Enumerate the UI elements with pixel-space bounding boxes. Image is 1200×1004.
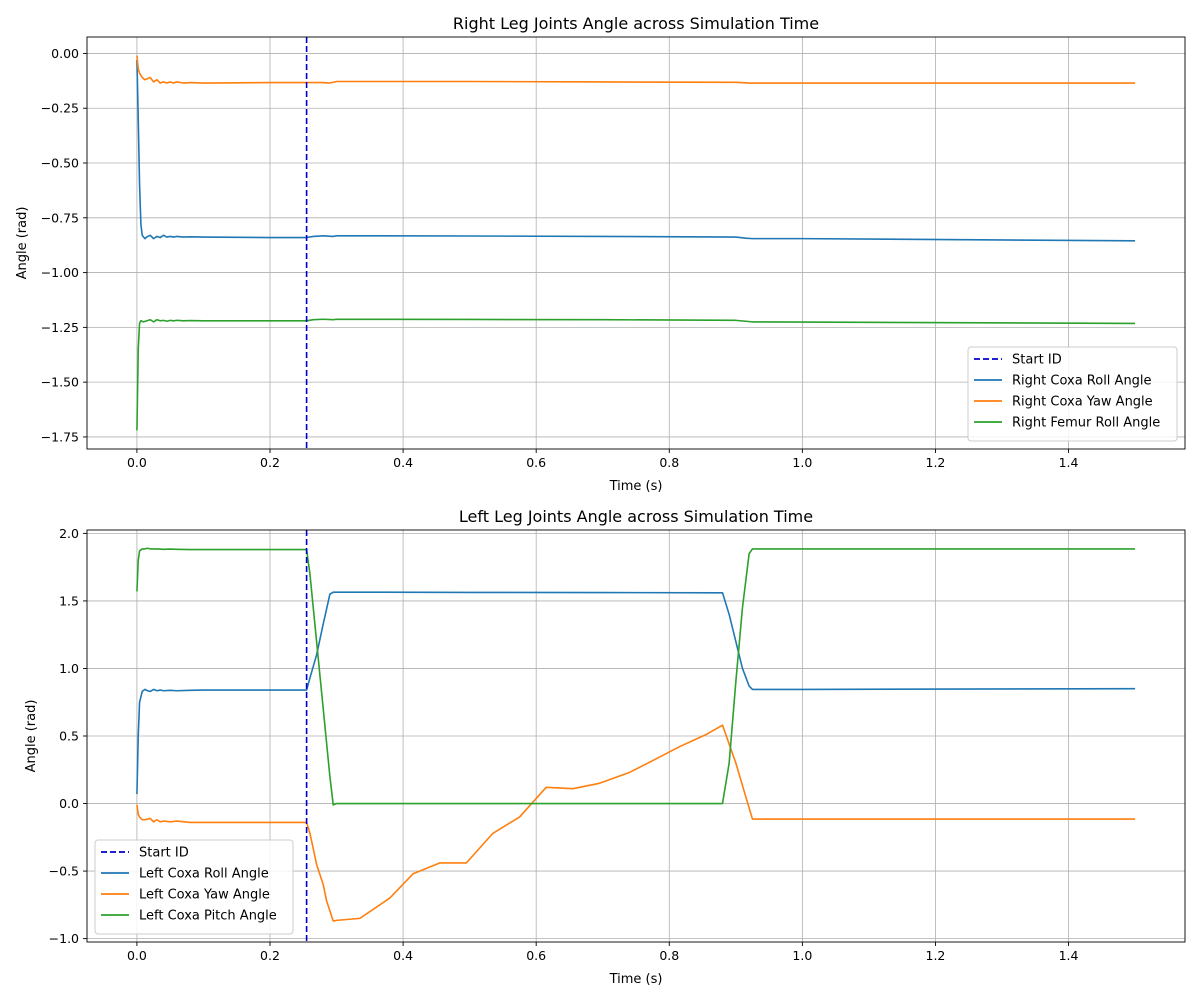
legend-label: Right Coxa Roll Angle xyxy=(1012,374,1152,389)
series-line-2 xyxy=(136,547,1136,806)
y-tick-label: −1.0 xyxy=(49,931,79,946)
legend-label: Right Coxa Yaw Angle xyxy=(1012,395,1153,410)
x-tick-label: 0.8 xyxy=(659,948,679,963)
legend-box xyxy=(94,839,294,935)
x-tick-label: 0.4 xyxy=(393,948,413,963)
plot-area-0: 0.0 0.2 0.4 0.6 0.8 1.0 1.2 1.4 0.00 −0.25 −0.50 −0… xyxy=(41,36,1186,470)
series-line-0 xyxy=(136,591,1136,795)
y-tick-label: 0.5 xyxy=(59,729,79,744)
y-axis-label: Angle (rad) xyxy=(15,207,30,280)
legend: Start ID Right Coxa Roll Angle Right Coxa … xyxy=(967,346,1178,442)
axes-frame xyxy=(86,36,1186,450)
x-tick-label: 0.6 xyxy=(526,455,546,470)
y-tick-label: −0.50 xyxy=(41,156,79,171)
series-line-2 xyxy=(136,318,1136,431)
series-line-1 xyxy=(136,55,1136,84)
y-tick-label: 2.0 xyxy=(59,526,79,541)
data-layer xyxy=(136,37,1136,449)
y-axis-label: Angle (rad) xyxy=(24,700,39,773)
legend-label: Left Coxa Pitch Angle xyxy=(139,909,277,924)
x-axis-label: Time (s) xyxy=(609,479,663,494)
x-tick-label: 1.2 xyxy=(926,948,946,963)
x-tick-label: 0.0 xyxy=(127,948,147,963)
y-tick-label: −1.75 xyxy=(41,429,79,444)
y-tick-label: −1.50 xyxy=(41,375,79,390)
series-line-1 xyxy=(136,724,1136,922)
plot-area-1: 0.0 0.2 0.4 0.6 0.8 1.0 1.2 1.4 2.0 1.5 1.0 0.5 0.0 −… xyxy=(49,526,1186,963)
x-tick-label: 1.4 xyxy=(1059,455,1079,470)
x-tick-label: 1.4 xyxy=(1059,948,1079,963)
chart-title: Left Leg Joints Angle across Simulation … xyxy=(459,507,813,526)
subplot-left-leg: Left Leg Joints Angle across Simulation … xyxy=(24,507,813,987)
y-tick-label: −0.5 xyxy=(49,864,79,879)
x-tick-label: 0.2 xyxy=(260,455,280,470)
y-tick-label: −0.75 xyxy=(41,210,79,225)
x-tick-label: 1.0 xyxy=(792,948,812,963)
y-tick-label: −1.25 xyxy=(41,320,79,335)
y-tick-label: 1.0 xyxy=(59,661,79,676)
y-tick-label: 1.5 xyxy=(59,593,79,608)
y-tick-label: 0.0 xyxy=(59,796,79,811)
chart-title: Right Leg Joints Angle across Simulation… xyxy=(453,14,819,33)
x-tick-label: 0.8 xyxy=(659,455,679,470)
legend-label: Left Coxa Yaw Angle xyxy=(139,888,270,903)
x-tick-label: 0.4 xyxy=(393,455,413,470)
legend-label: Start ID xyxy=(139,846,189,861)
legend-label: Left Coxa Roll Angle xyxy=(139,867,269,882)
x-tick-label: 1.2 xyxy=(926,455,946,470)
subplot-right-leg: Right Leg Joints Angle across Simulation… xyxy=(15,14,819,494)
grid xyxy=(87,530,1185,942)
y-tick-label: −0.25 xyxy=(41,101,79,116)
y-tick-label: 0.00 xyxy=(51,46,79,61)
x-axis-label: Time (s) xyxy=(609,972,663,987)
legend-label: Start ID xyxy=(1012,353,1062,368)
x-tick-label: 0.0 xyxy=(127,455,147,470)
x-tick-label: 0.2 xyxy=(260,948,280,963)
legend-box xyxy=(967,346,1178,442)
grid xyxy=(87,37,1185,449)
x-tick-label: 1.0 xyxy=(792,455,812,470)
x-tick-label: 0.6 xyxy=(526,948,546,963)
data-layer xyxy=(136,530,1136,942)
legend: Start ID Left Coxa Roll Angle Left Coxa Ya… xyxy=(94,839,294,935)
legend-label: Right Femur Roll Angle xyxy=(1012,416,1160,431)
y-tick-label: −1.00 xyxy=(41,265,79,280)
series-line-0 xyxy=(136,59,1136,242)
